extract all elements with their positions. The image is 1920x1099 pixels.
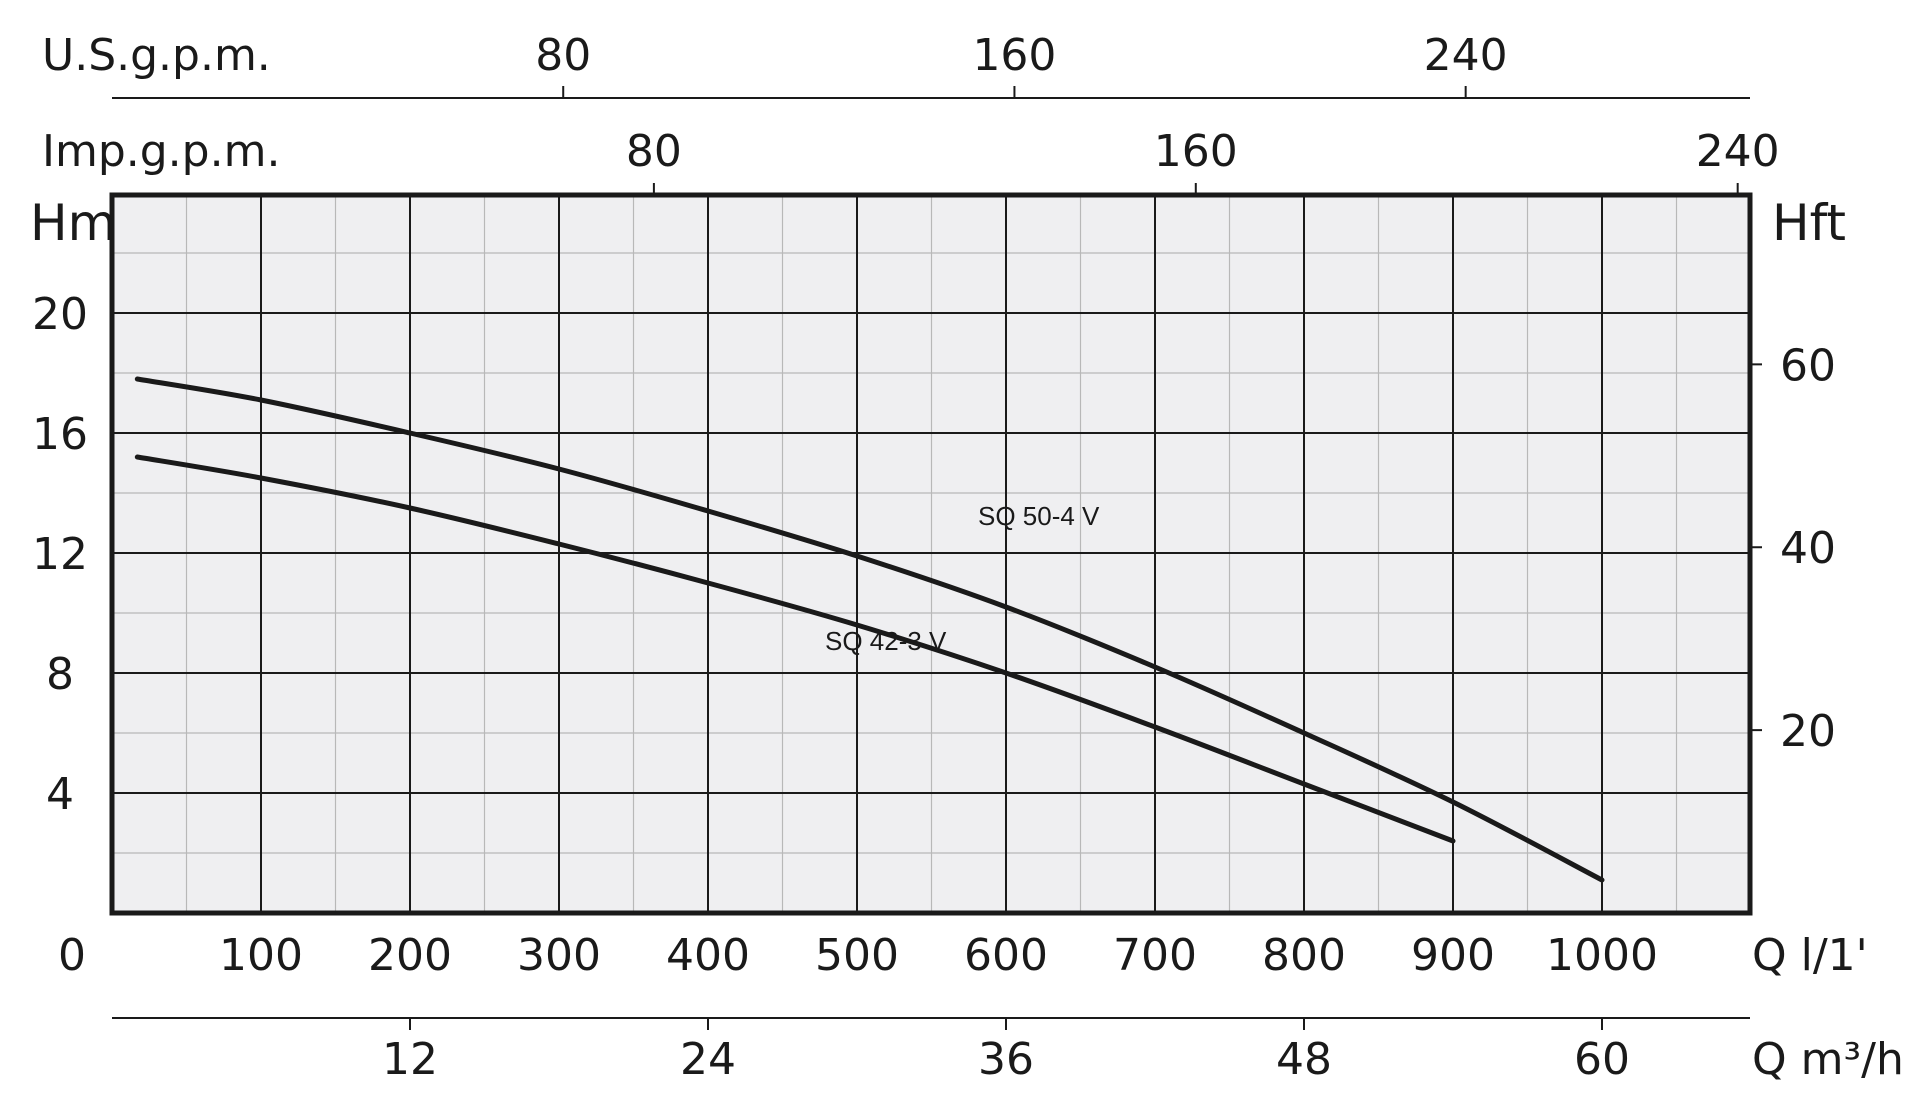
tick-label-m3h: 24: [680, 1034, 736, 1085]
tick-label-hm: 16: [32, 409, 88, 460]
tick-label-m3h: 12: [382, 1034, 438, 1085]
tick-label-lpm: 900: [1411, 930, 1495, 981]
top-axes: U.S.g.p.m. 80 160 240 Imp.g.p.m. 80 160 240: [42, 30, 1780, 195]
tick-label-hft: 60: [1780, 340, 1836, 391]
tick-label-hft: 40: [1780, 523, 1836, 574]
tick-label-lpm: 200: [368, 930, 452, 981]
tick-label-hm: 8: [46, 649, 74, 700]
tick-label-lpm: 500: [815, 930, 899, 981]
series-labels: SQ 50-4 V SQ 42-3 V: [825, 501, 1100, 656]
curve-sq-42-3-v: [134, 454, 1456, 844]
tick-label-usgpm: 240: [1424, 30, 1508, 81]
performance-curves: [134, 376, 1605, 883]
curve-sq-50-4-v: [134, 376, 1605, 883]
tick-label-lpm: 700: [1113, 930, 1197, 981]
tick-label-lpm: 600: [964, 930, 1048, 981]
tick-label-hm: 20: [32, 289, 88, 340]
tick-label-lpm: 1000: [1546, 930, 1658, 981]
tick-label-usgpm: 160: [972, 30, 1056, 81]
tick-label-lpm: 0: [58, 930, 86, 981]
tick-label-hm: 4: [46, 769, 74, 820]
right-axis: Hft 20 40 60: [1750, 194, 1846, 757]
tick-label-lpm: 100: [219, 930, 303, 981]
series-label-sq-50-4-v: SQ 50-4 V: [978, 501, 1100, 531]
tick-label-hm: 12: [32, 529, 88, 580]
axis-title-lpm: Q l/1': [1752, 930, 1868, 981]
bottom-axes: 0 100 200 300 400 500 600 700 800 900 1000 Q l/1' 12…: [58, 930, 1904, 1085]
tick-label-m3h: 36: [978, 1034, 1034, 1085]
tick-label-usgpm: 80: [535, 30, 591, 81]
axis-title-impgpm: Imp.g.p.m.: [42, 126, 280, 177]
tick-label-hft: 20: [1780, 706, 1836, 757]
axis-title-hft: Hft: [1772, 194, 1846, 252]
tick-label-m3h: 60: [1574, 1034, 1630, 1085]
tick-label-m3h: 48: [1276, 1034, 1332, 1085]
tick-label-impgpm: 240: [1696, 126, 1780, 177]
series-label-sq-42-3-v: SQ 42-3 V: [825, 626, 947, 656]
left-axis: Hm 4 8 12 16 20: [30, 194, 116, 820]
tick-label-lpm: 300: [517, 930, 601, 981]
axis-title-usgpm: U.S.g.p.m.: [42, 30, 271, 81]
tick-label-impgpm: 80: [626, 126, 682, 177]
tick-label-impgpm: 160: [1154, 126, 1238, 177]
axis-title-hm: Hm: [30, 194, 116, 252]
tick-label-lpm: 800: [1262, 930, 1346, 981]
tick-label-lpm: 400: [666, 930, 750, 981]
plot-frame: [109, 192, 1753, 916]
axis-title-m3h: Q m³/h: [1752, 1034, 1904, 1085]
